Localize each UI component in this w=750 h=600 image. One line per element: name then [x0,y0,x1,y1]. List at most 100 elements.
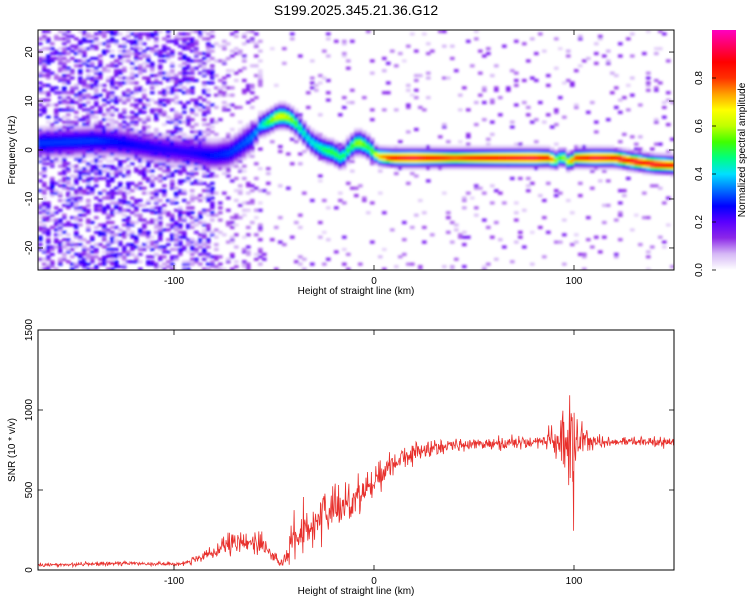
heatmap-cell [434,154,439,158]
heatmap-cell [614,252,619,256]
heatmap-cell [322,137,327,141]
heatmap-cell [150,145,155,149]
heatmap-cell [242,169,247,173]
heatmap-cell [534,152,539,156]
heatmap-cell [130,76,135,80]
heatmap-cell [106,247,111,252]
heatmap-cell [270,238,275,242]
heatmap-cell [118,211,123,215]
heatmap-cell [158,152,163,156]
heatmap-cell [198,221,203,225]
heatmap-cell [258,130,263,134]
heatmap-cell [182,56,187,60]
heatmap-cell [314,130,319,134]
heatmap-cell [202,250,207,254]
heatmap-cell [318,235,323,239]
heatmap-cell [210,196,215,200]
heatmap-cell [250,37,255,41]
heatmap-cell [362,152,367,156]
heatmap-cell [58,194,63,198]
heatmap-cell [102,140,107,144]
heatmap-cell [210,44,215,48]
heatmap-cell [210,167,215,171]
heatmap-cell [114,191,119,195]
heatmap-cell [130,196,135,200]
heatmap-cell [398,145,403,149]
heatmap-cell [194,42,199,46]
heatmap-cell [74,123,79,127]
heatmap-cell [186,162,191,166]
heatmap-cell [210,233,215,237]
heatmap-cell [38,140,43,144]
heatmap-cell [46,267,51,270]
heatmap-cell [554,162,559,166]
heatmap-cell [126,49,131,53]
heatmap-cell [234,245,239,249]
heatmap-cell [118,184,123,188]
heatmap-cell [122,132,127,136]
heatmap-cell [50,71,55,75]
heatmap-cell [202,123,207,127]
heatmap-cell [122,115,127,119]
heatmap-cell [138,218,143,222]
heatmap-cell [510,260,515,264]
heatmap-cell [530,76,535,80]
heatmap-cell [534,150,539,154]
heatmap-cell [106,203,111,207]
heatmap-cell [162,194,167,198]
heatmap-cell [102,228,107,232]
heatmap-cell [122,255,127,259]
heatmap-cell [182,132,187,136]
heatmap-cell [146,56,151,60]
heatmap-cell [314,145,319,149]
heatmap-cell [422,167,427,171]
heatmap-cell [582,162,587,166]
heatmap-cell [142,247,147,252]
heatmap-cell [306,105,311,109]
heatmap-cell [138,130,143,134]
heatmap-cell [562,81,567,85]
heatmap-cell [646,167,651,171]
heatmap-cell [614,152,619,156]
heatmap-cell [114,64,119,68]
heatmap-cell [98,64,103,68]
heatmap-cell [198,164,203,168]
heatmap-cell [230,54,235,58]
heatmap-cell [178,162,183,166]
heatmap-cell [206,52,211,56]
heatmap-cell [150,235,155,239]
heatmap-cell [586,145,591,149]
heatmap-cell [46,157,51,161]
heatmap-cell [170,137,175,141]
heatmap-cell [206,245,211,249]
heatmap-cell [154,176,159,180]
heatmap-cell [106,230,111,234]
heatmap-cell [86,208,91,212]
heatmap-cell [658,30,663,34]
heatmap-cell [154,118,159,122]
heatmap-cell [158,235,163,239]
heatmap-cell [278,113,283,117]
heatmap-cell [250,137,255,141]
heatmap-cell [246,39,251,43]
heatmap-cell [518,164,523,168]
heatmap-cell [526,162,531,166]
heatmap-cell [58,142,63,146]
heatmap-cell [194,172,199,176]
heatmap-cell [118,243,123,247]
heatmap-cell [210,154,215,158]
heatmap-cell [362,150,367,154]
heatmap-cell [366,152,371,156]
heatmap-cell [270,113,275,117]
heatmap-cell [54,52,59,56]
heatmap-cell [118,172,123,176]
heatmap-cell [102,113,107,117]
heatmap-cell [78,64,83,68]
heatmap-cell [42,64,47,68]
heatmap-cell [110,255,115,259]
heatmap-cell [602,162,607,166]
heatmap-cell [314,135,319,139]
heatmap-cell [110,179,115,183]
heatmap-cell [110,225,115,229]
heatmap-cell [626,147,631,151]
